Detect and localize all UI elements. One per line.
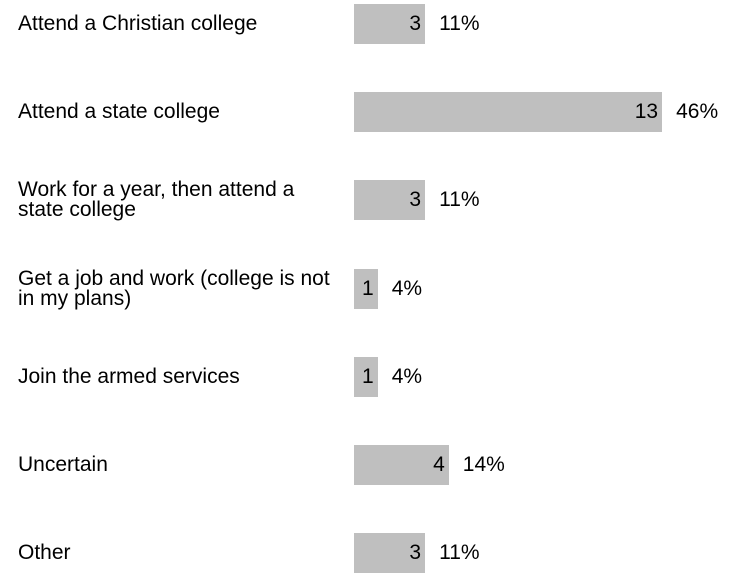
category-label: Work for a year, then attend a state col…	[18, 178, 295, 222]
chart-row: Other 3 11%	[0, 533, 736, 574]
bar-percent-label: 11%	[439, 188, 480, 212]
bar-percent-label: 14%	[462, 453, 505, 476]
chart-row: Attend a Christian college 3 11%	[0, 4, 736, 44]
bar	[354, 268, 378, 309]
bar-count-label: 1	[362, 364, 374, 388]
category-label: Uncertain	[18, 453, 108, 476]
bar-percent-label: 4%	[391, 364, 423, 388]
bar-count-label: 1	[362, 276, 374, 300]
chart-row: Attend a state college 13 46%	[0, 92, 736, 133]
category-label: Other	[18, 541, 71, 565]
chart-row: Get a job and work (college is not in my…	[0, 266, 736, 310]
category-label: Join the armed services	[18, 364, 240, 388]
bar	[354, 4, 426, 44]
bar-count-label: 4	[433, 453, 445, 476]
bar-percent-label: 11%	[439, 12, 480, 35]
category-label: Attend a Christian college	[18, 12, 258, 35]
chart-row: Work for a year, then attend a state col…	[0, 178, 736, 222]
chart-row: Join the armed services 1 4%	[0, 356, 736, 397]
bar-percent-label: 46%	[676, 100, 719, 124]
bar-percent-label: 4%	[391, 276, 423, 300]
chart-row: Uncertain 4 14%	[0, 445, 736, 485]
bar	[354, 180, 426, 221]
bar-percent-label: 11%	[439, 541, 480, 565]
bar	[354, 92, 663, 133]
category-label: Attend a state college	[18, 100, 220, 124]
bar	[354, 445, 449, 485]
bar	[354, 356, 378, 397]
bar-count-label: 3	[409, 541, 422, 565]
bar-count-label: 13	[634, 100, 659, 124]
bar-count-label: 3	[409, 188, 422, 212]
bar-count-label: 3	[409, 12, 422, 35]
category-label: Get a job and work (college is not in my…	[18, 266, 330, 310]
bar	[354, 533, 426, 574]
